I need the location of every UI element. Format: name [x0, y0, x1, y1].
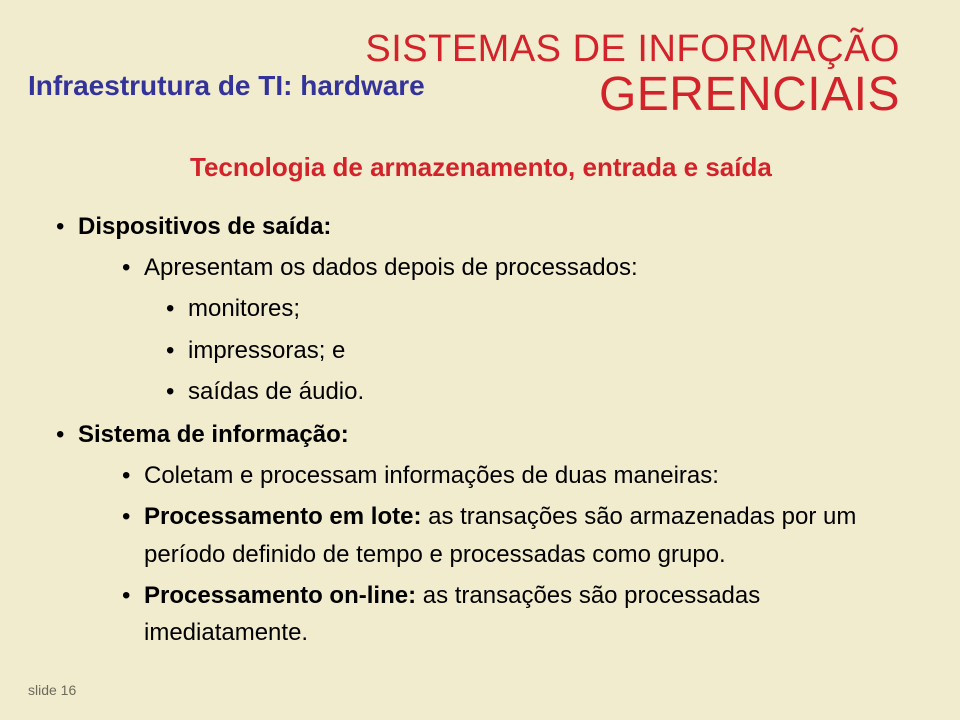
- sub-list: Apresentam os dados depois de processado…: [122, 249, 904, 410]
- list-item: Sistema de informação: Coletam e processa…: [56, 416, 904, 651]
- sub-item-text: Coletam e processam informações de duas …: [144, 462, 719, 489]
- sub-item-bold: Processamento on-line:: [144, 582, 416, 609]
- sub-item-text: impressoras; e: [188, 337, 345, 364]
- sub-item-text: saídas de áudio.: [188, 378, 364, 405]
- list-item-head: Dispositivos de saída:: [78, 213, 331, 240]
- sub-list-item: Apresentam os dados depois de processado…: [122, 249, 904, 286]
- sub-list-item: impressoras; e: [166, 332, 904, 369]
- sub-list: Coletam e processam informações de duas …: [122, 457, 904, 651]
- list-item: Dispositivos de saída: Apresentam os dado…: [56, 208, 904, 410]
- sub-item-text: Apresentam os dados depois de processado…: [144, 254, 638, 281]
- subtitle-text: Tecnologia de armazenamento, entrada e s…: [190, 152, 772, 182]
- bullet-list: Dispositivos de saída: Apresentam os dado…: [56, 208, 904, 651]
- subtitle: Tecnologia de armazenamento, entrada e s…: [190, 152, 772, 183]
- sub-list-item: Coletam e processam informações de duas …: [122, 457, 904, 494]
- slide-number: slide 16: [28, 682, 76, 698]
- content-area: Dispositivos de saída: Apresentam os dado…: [56, 208, 904, 657]
- sub-list-item: saídas de áudio.: [166, 373, 904, 410]
- brand-line2: GERENCIAIS: [365, 70, 900, 120]
- sub-item-bold: Processamento em lote:: [144, 503, 421, 530]
- sub-item-text: monitores;: [188, 295, 300, 322]
- sub-list-item: Processamento em lote: as transações são…: [122, 498, 904, 572]
- footer-text: slide 16: [28, 682, 76, 698]
- brand-title: SISTEMAS DE INFORMAÇÃO GERENCIAIS: [365, 30, 900, 120]
- list-item-head: Sistema de informação:: [78, 421, 349, 448]
- brand-line1: SISTEMAS DE INFORMAÇÃO: [365, 30, 900, 70]
- slide: Infraestrutura de TI: hardware SISTEMAS …: [0, 0, 960, 720]
- sub-list-item: monitores;: [166, 290, 904, 327]
- sub-list-item: Processamento on-line: as transações são…: [122, 577, 904, 651]
